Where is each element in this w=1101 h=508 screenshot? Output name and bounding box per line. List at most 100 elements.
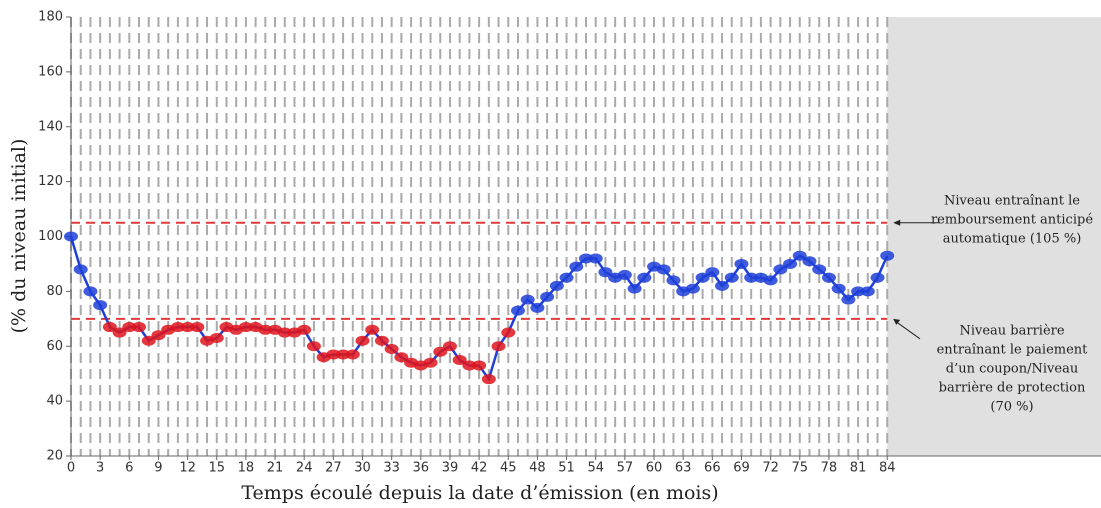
annotation-text: entraînant le paiement	[937, 342, 1089, 357]
x-tick-label: 9	[154, 461, 162, 476]
data-point	[83, 286, 98, 297]
data-point	[588, 253, 603, 264]
data-point	[773, 264, 788, 275]
y-axis-label: (% du niveau initial)	[8, 139, 30, 334]
data-point	[666, 275, 681, 286]
data-point	[151, 330, 166, 341]
x-tick-label: 21	[267, 461, 284, 476]
data-point	[238, 322, 253, 333]
data-point	[744, 272, 759, 283]
x-tick-label: 57	[617, 461, 634, 476]
x-tick-label: 69	[733, 461, 750, 476]
data-point	[433, 346, 448, 357]
data-point	[132, 322, 147, 333]
data-point	[695, 272, 710, 283]
x-tick-label: 66	[704, 461, 721, 476]
x-tick-label: 3	[96, 461, 104, 476]
y-tick-label: 180	[38, 10, 63, 25]
data-point	[122, 322, 137, 333]
annotation-text: barrière de protection	[939, 380, 1086, 395]
data-point	[423, 357, 438, 368]
y-tick-label: 120	[38, 174, 63, 189]
data-point	[345, 349, 360, 360]
x-tick-label: 48	[529, 461, 546, 476]
data-point	[336, 349, 351, 360]
data-point	[365, 324, 380, 335]
data-point	[306, 341, 321, 352]
data-point	[656, 264, 671, 275]
data-point	[685, 283, 700, 294]
annotation-text: automatique (105 %)	[943, 231, 1082, 246]
data-point	[452, 354, 467, 365]
data-point	[724, 272, 739, 283]
annotation-arrow	[895, 321, 921, 340]
data-point	[821, 272, 836, 283]
data-point	[530, 302, 545, 313]
data-point	[141, 335, 156, 346]
data-point	[860, 286, 875, 297]
y-tick-label: 60	[46, 339, 63, 354]
x-tick-label: 27	[325, 461, 342, 476]
data-point	[520, 294, 535, 305]
data-point	[326, 349, 341, 360]
shaded-region	[887, 17, 1101, 456]
annotation-text: Niveau entraînant le	[944, 193, 1080, 208]
data-point	[374, 335, 389, 346]
x-tick-label: 33	[383, 461, 400, 476]
data-point	[870, 272, 885, 283]
data-point	[579, 253, 593, 264]
data-point	[705, 267, 720, 278]
annotation-text: remboursement anticipé	[931, 212, 1093, 227]
y-tick-label: 160	[38, 64, 63, 79]
x-tick-label: 72	[762, 461, 779, 476]
y-tick-label: 80	[46, 284, 63, 299]
data-point	[715, 280, 730, 291]
data-point	[569, 261, 584, 272]
x-tick-label: 6	[125, 461, 133, 476]
y-tick-label: 20	[46, 449, 63, 464]
data-point	[73, 264, 88, 275]
annotation-text: d’un coupon/Niveau	[946, 361, 1078, 376]
data-point	[491, 341, 506, 352]
data-point	[637, 272, 652, 283]
data-point	[549, 280, 564, 291]
data-point	[102, 322, 117, 333]
data-point	[355, 335, 370, 346]
data-point	[442, 341, 457, 352]
y-tick-label: 40	[46, 394, 63, 409]
x-tick-label: 75	[792, 461, 809, 476]
data-point	[880, 250, 895, 261]
annotation-arrowhead	[893, 318, 901, 325]
data-point	[394, 352, 409, 363]
data-point	[812, 264, 827, 275]
x-tick-label: 15	[208, 461, 225, 476]
y-tick-label: 140	[38, 119, 63, 134]
x-tick-label: 0	[67, 461, 75, 476]
y-tick-label: 100	[38, 229, 63, 244]
data-point	[540, 291, 555, 302]
data-point	[384, 343, 399, 354]
annotation-text: (70 %)	[990, 399, 1033, 414]
data-point	[627, 283, 642, 294]
data-point	[559, 272, 574, 283]
data-point	[64, 231, 78, 242]
x-tick-label: 84	[879, 461, 896, 476]
data-point	[598, 267, 613, 278]
data-point	[792, 250, 807, 261]
data-point	[841, 294, 856, 305]
x-tick-label: 12	[179, 461, 196, 476]
data-point	[763, 275, 778, 286]
x-tick-label: 36	[413, 461, 430, 476]
data-point	[481, 374, 496, 385]
data-point	[501, 327, 516, 338]
annotation-text: Niveau barrière	[959, 323, 1064, 338]
data-point	[258, 324, 273, 335]
x-tick-label: 18	[238, 461, 255, 476]
x-tick-label: 24	[296, 461, 313, 476]
data-point	[831, 283, 846, 294]
x-tick-label: 30	[354, 461, 371, 476]
x-axis-label: Temps écoulé depuis la date d’émission (…	[241, 482, 718, 504]
data-point	[462, 360, 477, 371]
